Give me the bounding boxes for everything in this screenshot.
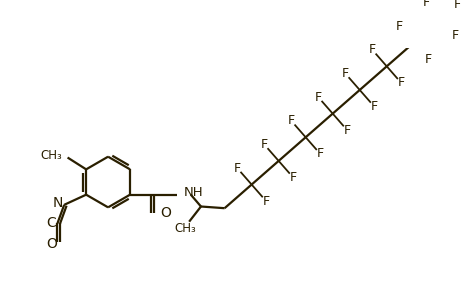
Text: CH₃: CH₃ (174, 222, 196, 235)
Text: F: F (423, 0, 430, 9)
Text: F: F (234, 161, 241, 174)
Text: O: O (160, 206, 171, 220)
Text: F: F (369, 43, 376, 56)
Text: F: F (398, 76, 405, 89)
Text: NH: NH (184, 186, 204, 200)
Text: F: F (342, 67, 349, 80)
Text: CH₃: CH₃ (40, 149, 61, 162)
Text: O: O (46, 237, 57, 251)
Text: C: C (46, 216, 56, 230)
Text: N: N (53, 196, 63, 210)
Text: F: F (287, 114, 295, 127)
Text: F: F (371, 100, 378, 113)
Text: F: F (261, 138, 268, 151)
Text: F: F (454, 0, 461, 11)
Text: F: F (344, 124, 351, 137)
Text: F: F (452, 29, 459, 42)
Text: F: F (315, 91, 322, 103)
Text: F: F (263, 195, 270, 208)
Text: F: F (317, 147, 324, 160)
Text: F: F (424, 53, 432, 66)
Text: F: F (396, 20, 403, 33)
Text: F: F (289, 171, 297, 184)
